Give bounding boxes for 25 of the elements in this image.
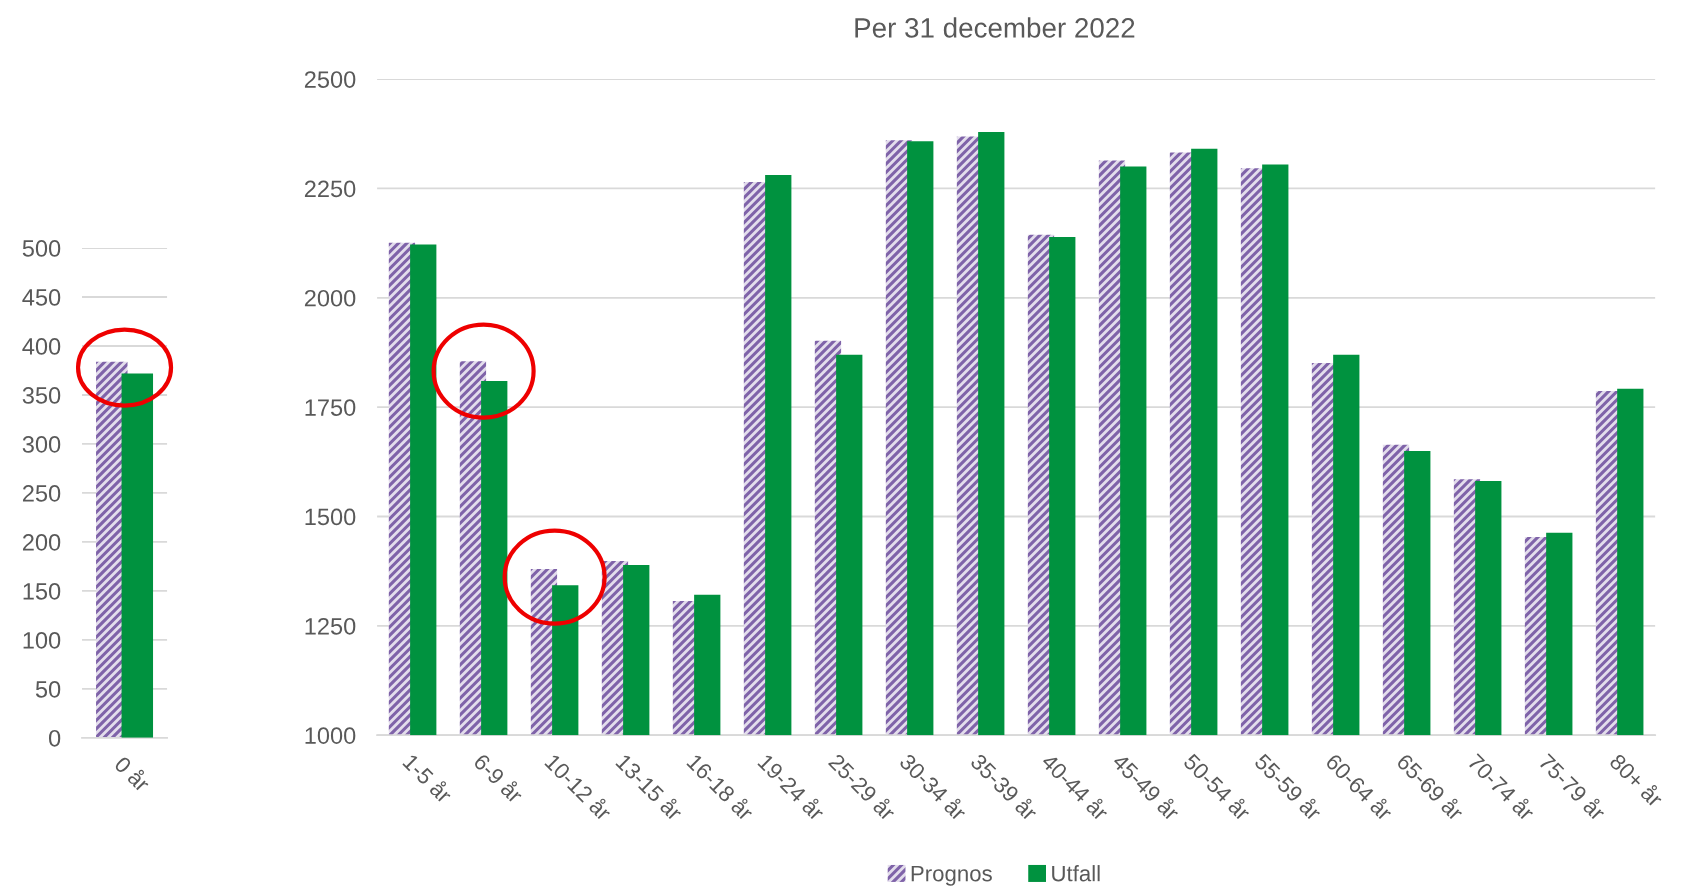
y-tick-label: 300 — [22, 436, 61, 453]
y-tick-label: 1500 — [305, 508, 356, 526]
y-tick-label: 500 — [22, 240, 61, 257]
y-tick-label: 250 — [22, 485, 61, 502]
legend-label: Prognos — [911, 865, 992, 886]
y-tick-label: 150 — [23, 582, 61, 600]
y-tick-label: 2000 — [304, 289, 356, 307]
y-tick-label: 100 — [23, 631, 61, 649]
y-tick-label: 400 — [22, 338, 61, 355]
y-tick-label: 200 — [22, 534, 61, 551]
chart-title: Per 31 december 2022 — [855, 17, 1135, 38]
x-tick-label: 1-5 år — [402, 751, 455, 805]
x-tick-label: 80+ år — [1608, 751, 1666, 809]
y-tick-label: 1250 — [305, 617, 356, 635]
y-tick-label: 1000 — [305, 727, 356, 744]
legend-label: Utfall — [1052, 865, 1100, 882]
y-tick-label: 2500 — [304, 71, 356, 88]
y-tick-label: 450 — [22, 289, 61, 306]
y-tick-label: 1750 — [305, 399, 356, 416]
y-tick-label: 0 — [48, 729, 61, 747]
y-tick-label: 50 — [35, 680, 61, 698]
x-tick-label: 6-9 år — [472, 751, 526, 805]
x-tick-label: 0 år — [113, 753, 153, 793]
y-tick-label: 350 — [22, 387, 61, 404]
y-tick-label: 2250 — [304, 180, 356, 198]
